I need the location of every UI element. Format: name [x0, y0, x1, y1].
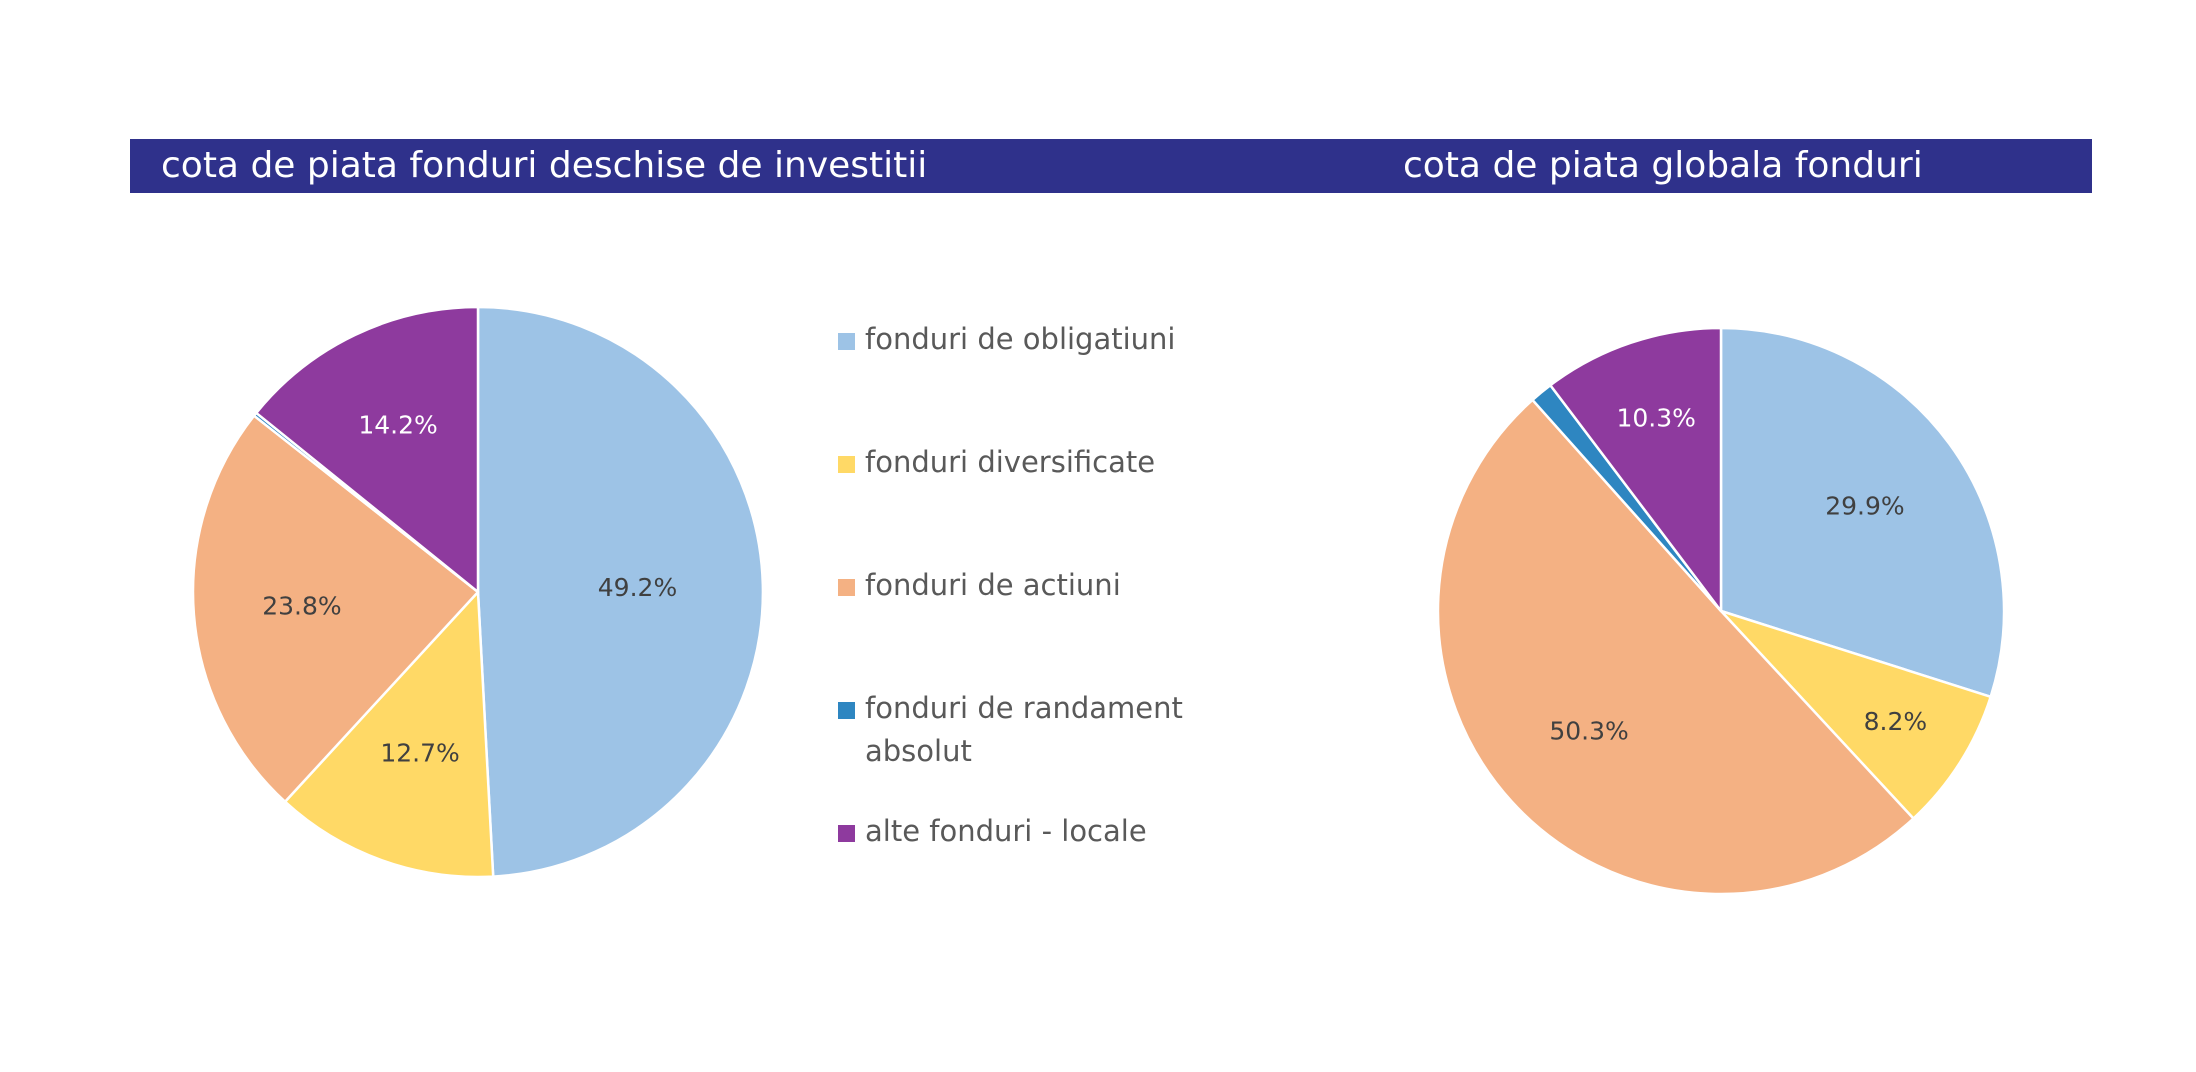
pie-slice-fonduri-de-obligatiuni: [1719, 326, 2006, 699]
data-label-fonduri-de-obligatiuni: 49.2%: [598, 573, 677, 602]
pie-slice-fonduri-de-actiuni: [191, 414, 480, 803]
pie-slice-fonduri-de-obligatiuni: [476, 305, 765, 878]
legend-swatch-randament-absolut: [838, 702, 855, 719]
right-chart-title: cota de piata globala fonduri: [1403, 145, 1923, 186]
header-bar: cota de piata fonduri deschise de invest…: [130, 139, 2092, 193]
pie-chart-left: 49.2% 12.7% 23.8% 14.2%: [191, 305, 765, 879]
data-label-fonduri-de-actiuni: 50.3%: [1549, 717, 1628, 746]
data-label-fonduri-diversificate: 8.2%: [1864, 707, 1928, 736]
data-label-fonduri-de-obligatiuni: 29.9%: [1825, 491, 1904, 520]
legend-swatch-alte-fonduri: [838, 825, 855, 842]
pie-chart-right: 29.9% 8.2% 50.3% 10.3%: [1436, 326, 2006, 896]
pie-slice-fonduri-diversificate: [1719, 609, 1992, 820]
legend-label-alte-fonduri: alte fonduri - locale: [865, 814, 1147, 848]
data-label-fonduri-de-actiuni: 23.8%: [262, 592, 341, 621]
pie-slice-alte-fonduri-locale: [1549, 326, 1723, 613]
data-label-alte-fonduri-locale: 14.2%: [358, 410, 437, 439]
legend-swatch-actiuni: [838, 579, 855, 596]
pie-slice-alte-fonduri-locale: [255, 305, 480, 594]
pie-slice-fonduri-de-actiuni: [1436, 398, 1915, 896]
legend-swatch-diversificate: [838, 456, 855, 473]
data-label-alte-fonduri-locale: 10.3%: [1616, 403, 1695, 432]
legend-label-diversificate: fonduri diversificate: [865, 445, 1156, 479]
legend: fonduri de obligatiuni fonduri diversifi…: [838, 318, 1198, 878]
legend-label-obligatiuni: fonduri de obligatiuni: [865, 322, 1176, 356]
legend-label-randament-absolut: fonduri de randament absolut: [865, 691, 1183, 768]
left-chart-title: cota de piata fonduri deschise de invest…: [161, 145, 928, 186]
legend-swatch-obligatiuni: [838, 333, 855, 350]
pie-slice-fonduri-diversificate: [283, 590, 495, 879]
legend-label-actiuni: fonduri de actiuni: [865, 568, 1121, 602]
data-label-fonduri-diversificate: 12.7%: [380, 738, 459, 767]
